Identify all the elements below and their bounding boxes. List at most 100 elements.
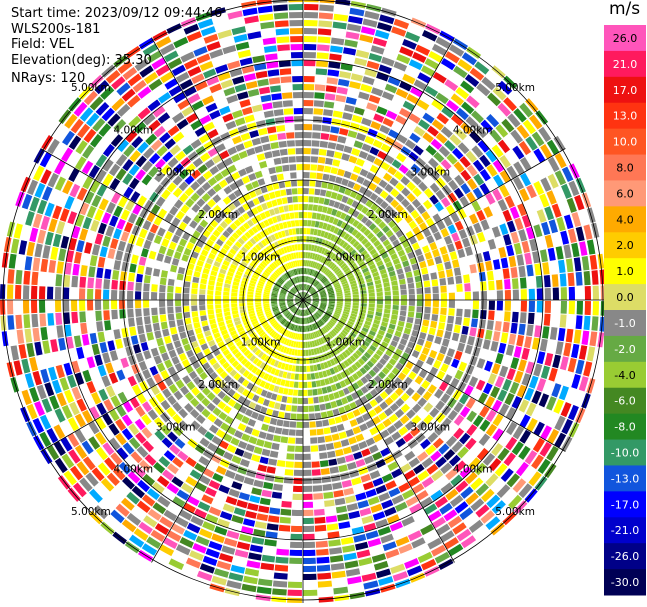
velocity-gate <box>62 180 74 195</box>
velocity-gate <box>407 438 419 449</box>
velocity-gate <box>395 244 403 252</box>
velocity-gate <box>315 312 320 318</box>
velocity-gate <box>372 416 381 425</box>
velocity-gate <box>488 458 502 472</box>
velocity-gate <box>160 220 170 230</box>
velocity-gate <box>382 225 390 234</box>
velocity-gate <box>324 269 330 275</box>
velocity-gate <box>143 350 152 360</box>
velocity-gate <box>218 484 230 494</box>
velocity-gate <box>199 114 212 125</box>
velocity-gate <box>46 156 59 172</box>
velocity-gate <box>89 406 100 420</box>
velocity-gate <box>453 161 465 173</box>
velocity-gate <box>251 180 260 189</box>
velocity-gate <box>412 106 425 118</box>
velocity-gate <box>15 314 23 330</box>
velocity-gate <box>392 305 399 310</box>
velocity-gate <box>285 213 291 220</box>
colorbar-swatch <box>604 387 646 415</box>
velocity-gate <box>234 320 242 326</box>
velocity-gate <box>167 292 174 300</box>
velocity-gate <box>292 307 298 313</box>
velocity-gate <box>408 59 423 71</box>
velocity-gate <box>349 331 357 338</box>
velocity-gate <box>263 335 270 342</box>
velocity-gate <box>279 257 284 264</box>
velocity-gate <box>327 450 336 458</box>
velocity-gate <box>332 408 340 416</box>
velocity-gate <box>351 285 358 290</box>
velocity-gate <box>332 244 338 252</box>
velocity-gate <box>303 284 305 291</box>
velocity-gate <box>345 137 355 146</box>
velocity-gate <box>472 282 479 292</box>
velocity-gate <box>62 130 75 146</box>
velocity-gate <box>546 139 560 155</box>
velocity-gate <box>207 147 218 158</box>
velocity-gate <box>271 321 278 327</box>
velocity-gate <box>461 325 469 335</box>
velocity-gate <box>226 444 237 454</box>
velocity-gate <box>539 338 548 352</box>
velocity-gate <box>292 287 297 293</box>
velocity-gate <box>323 344 329 352</box>
colorbar-tick-label: 17.0 <box>613 84 638 97</box>
velocity-gate <box>408 457 420 468</box>
velocity-gate <box>279 317 285 323</box>
velocity-gate <box>278 452 287 460</box>
velocity-gate <box>339 71 352 79</box>
velocity-gate <box>56 325 64 338</box>
velocity-gate <box>394 387 404 397</box>
velocity-gate <box>323 165 332 173</box>
velocity-gate <box>464 246 473 256</box>
velocity-gate <box>448 179 459 191</box>
velocity-gate <box>405 361 414 370</box>
velocity-gate <box>253 272 260 278</box>
velocity-gate <box>385 349 393 357</box>
velocity-gate <box>321 266 327 273</box>
velocity-gate <box>386 514 400 525</box>
velocity-gate <box>320 293 327 297</box>
velocity-gate <box>337 323 344 329</box>
velocity-gate <box>353 484 365 494</box>
velocity-gate <box>311 453 320 460</box>
velocity-gate <box>47 138 60 155</box>
velocity-gate <box>287 296 294 299</box>
velocity-gate <box>299 268 302 275</box>
velocity-gate <box>206 239 215 247</box>
velocity-gate <box>522 119 536 135</box>
velocity-gate <box>397 320 405 327</box>
velocity-gate <box>369 399 378 408</box>
velocity-gate <box>268 191 276 200</box>
velocity-gate <box>197 381 207 391</box>
velocity-gate <box>303 301 306 308</box>
velocity-gate <box>483 382 493 395</box>
velocity-gate <box>285 124 295 131</box>
velocity-gate <box>105 91 120 106</box>
velocity-gate <box>169 206 179 216</box>
velocity-gate <box>52 205 63 220</box>
velocity-gate <box>227 426 237 436</box>
velocity-gate <box>317 156 326 164</box>
velocity-gate <box>349 419 358 427</box>
velocity-gate <box>208 339 216 347</box>
velocity-gate <box>463 317 470 327</box>
velocity-gate <box>219 511 233 521</box>
velocity-gate <box>206 295 214 300</box>
velocity-gate <box>358 333 366 340</box>
velocity-gate <box>288 228 293 236</box>
velocity-gate <box>395 88 409 99</box>
velocity-gate <box>440 58 456 71</box>
velocity-gate <box>520 289 527 300</box>
velocity-gate <box>142 401 153 413</box>
velocity-gate <box>88 149 101 164</box>
velocity-gate <box>314 271 319 278</box>
velocity-gate <box>441 172 453 183</box>
velocity-gate <box>293 277 297 284</box>
velocity-gate <box>179 192 189 203</box>
velocity-gate <box>155 392 166 403</box>
velocity-gate <box>262 102 273 111</box>
velocity-gate <box>75 172 87 186</box>
velocity-gate <box>372 175 382 185</box>
